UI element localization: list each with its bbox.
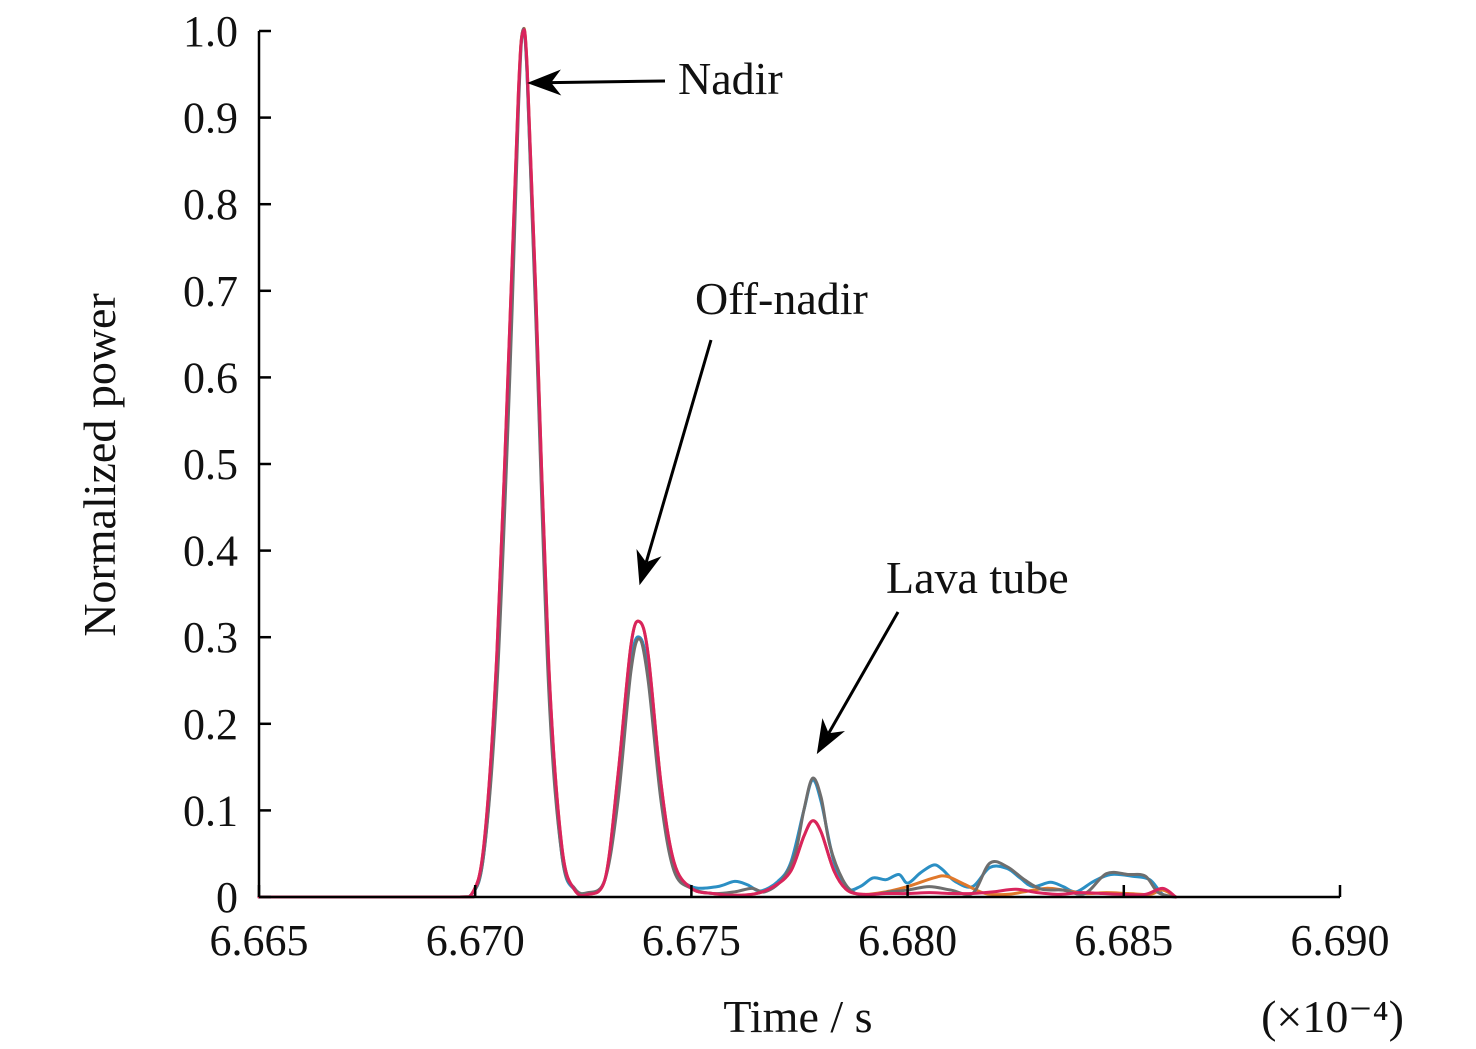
annotation-arrow-head <box>816 718 845 755</box>
y-tick-label: 0.3 <box>183 613 238 662</box>
annotations: Nadir Off-nadir Lava tube <box>527 53 1069 755</box>
series-line-3 <box>257 27 1178 899</box>
y-tick-label: 0.7 <box>183 267 238 316</box>
annotation-arrow-head <box>636 549 662 586</box>
x-tick-label: 6.690 <box>1291 916 1390 965</box>
x-axis-multiplier-label: (×10⁻⁴) <box>1261 991 1404 1042</box>
annotation-arrow-line <box>827 611 900 735</box>
x-tick-label: 6.675 <box>642 916 741 965</box>
y-tick-label: 0.8 <box>183 180 238 229</box>
y-tick-label: 0 <box>216 873 238 922</box>
series-line-2 <box>257 26 1178 899</box>
y-axis-title: Normalized power <box>74 293 125 637</box>
x-ticks: 6.665 6.670 6.675 6.680 6.685 6.690 <box>210 885 1390 965</box>
annotation-arrow-line <box>551 79 666 85</box>
x-tick-label: 6.670 <box>426 916 525 965</box>
series-line-1 <box>257 27 1178 899</box>
x-tick-label: 6.680 <box>858 916 957 965</box>
y-ticks: 0 0.1 0.2 0.3 0.4 0.5 0.6 0.7 0.8 0.9 1.0 <box>183 7 271 922</box>
x-tick-label: 6.665 <box>210 916 309 965</box>
y-tick-label: 0.5 <box>183 440 238 489</box>
annotation-label: Lava tube <box>886 552 1069 603</box>
y-tick-label: 1.0 <box>183 7 238 56</box>
annotation-label: Off-nadir <box>695 273 868 324</box>
y-tick-label: 0.9 <box>183 94 238 143</box>
y-tick-label: 0.6 <box>183 353 238 402</box>
y-tick-label: 0.4 <box>183 527 238 576</box>
annotation-label: Nadir <box>678 53 783 104</box>
y-tick-label: 0.1 <box>183 786 238 835</box>
x-axis-title: Time / s <box>723 991 872 1042</box>
y-tick-label: 0.2 <box>183 700 238 749</box>
series-line-4 <box>257 28 1178 899</box>
series-layer <box>257 26 1178 899</box>
annotation-arrow-head <box>527 69 562 96</box>
annotation-arrow-line <box>644 339 713 563</box>
x-tick-label: 6.685 <box>1074 916 1173 965</box>
